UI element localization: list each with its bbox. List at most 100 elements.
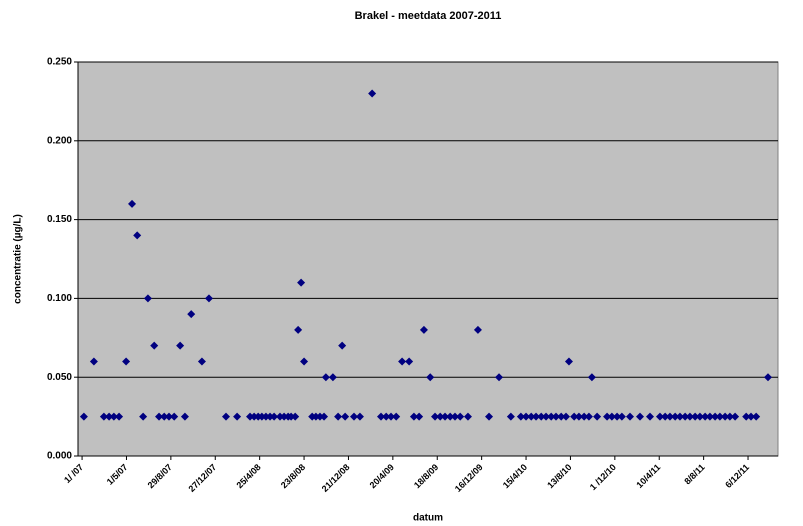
- data-point: [695, 412, 704, 421]
- data-point: [570, 412, 579, 421]
- data-point: [257, 412, 266, 421]
- data-point: [557, 412, 566, 421]
- data-point: [635, 412, 644, 421]
- data-point: [537, 412, 546, 421]
- data-point: [711, 412, 720, 421]
- data-point: [426, 373, 435, 382]
- data-point: [564, 357, 573, 366]
- data-point: [685, 412, 694, 421]
- y-tick-label: 0.050: [47, 372, 72, 383]
- data-point: [731, 412, 740, 421]
- data-point: [626, 412, 635, 421]
- data-point: [409, 412, 418, 421]
- x-tick-label: 15/4/10: [501, 462, 529, 490]
- x-tick-label: 20/4/09: [368, 462, 396, 490]
- data-point: [721, 412, 730, 421]
- y-tick-label: 0.100: [47, 293, 72, 304]
- data-point: [176, 341, 185, 350]
- data-point: [446, 412, 455, 421]
- data-point: [516, 412, 525, 421]
- data-point: [580, 412, 589, 421]
- data-point: [187, 310, 196, 319]
- data-point: [133, 231, 142, 240]
- data-point: [291, 412, 300, 421]
- data-point: [691, 412, 700, 421]
- data-point: [155, 412, 164, 421]
- x-tick-label: 8/8/11: [682, 462, 706, 486]
- data-point: [415, 412, 424, 421]
- data-point: [311, 412, 320, 421]
- data-point: [246, 412, 255, 421]
- data-point: [665, 412, 674, 421]
- data-point: [105, 412, 114, 421]
- data-point: [746, 412, 755, 421]
- x-tick-label: 29/8/07: [146, 462, 174, 490]
- data-point: [368, 89, 377, 98]
- data-point: [451, 412, 460, 421]
- data-point: [382, 412, 391, 421]
- data-point: [355, 412, 364, 421]
- data-point: [377, 412, 386, 421]
- chart-title: Brakel - meetdata 2007-2011: [355, 10, 502, 22]
- y-tick-label: 0.200: [47, 135, 72, 146]
- data-point: [321, 373, 330, 382]
- data-point: [398, 357, 407, 366]
- plot-area: [77, 61, 779, 457]
- data-point: [315, 412, 324, 421]
- data-point: [270, 412, 279, 421]
- data-point: [473, 325, 482, 334]
- data-point: [300, 357, 309, 366]
- data-point: [89, 357, 98, 366]
- data-point: [441, 412, 450, 421]
- data-point: [562, 412, 571, 421]
- data-point: [675, 412, 684, 421]
- data-point: [752, 412, 761, 421]
- data-point: [705, 412, 714, 421]
- y-tick-label: 0.000: [47, 451, 72, 462]
- x-tick-label: 1 /12/10: [588, 462, 618, 492]
- data-point: [197, 357, 206, 366]
- data-point: [128, 199, 137, 208]
- data-point: [587, 373, 596, 382]
- data-point: [341, 412, 350, 421]
- data-point: [485, 412, 494, 421]
- x-tick-label: 18/8/09: [412, 462, 440, 490]
- data-point: [456, 412, 465, 421]
- data-point: [681, 412, 690, 421]
- data-point: [603, 412, 612, 421]
- x-tick-label: 21/12/08: [320, 462, 352, 494]
- x-tick-label: 1/5/07: [105, 462, 130, 487]
- data-point: [338, 341, 347, 350]
- data-point: [320, 412, 329, 421]
- y-axis-title: concentratie (µg/L): [13, 214, 24, 304]
- data-point: [221, 412, 230, 421]
- data-point: [115, 412, 124, 421]
- y-tick-label: 0.250: [47, 57, 72, 68]
- data-point: [280, 412, 289, 421]
- data-point: [742, 412, 751, 421]
- data-point: [392, 412, 401, 421]
- data-point: [725, 412, 734, 421]
- data-point: [645, 412, 654, 421]
- data-point: [701, 412, 710, 421]
- data-point: [671, 412, 680, 421]
- data-point: [715, 412, 724, 421]
- data-point: [607, 412, 616, 421]
- data-point: [150, 341, 159, 350]
- data-point: [436, 412, 445, 421]
- data-point: [294, 325, 303, 334]
- data-point: [109, 412, 118, 421]
- data-point: [266, 412, 275, 421]
- x-tick-label: 16/12/09: [453, 462, 485, 494]
- data-point: [328, 373, 337, 382]
- data-point: [574, 412, 583, 421]
- data-point: [655, 412, 664, 421]
- data-point: [495, 373, 504, 382]
- data-point: [532, 412, 541, 421]
- data-point: [764, 373, 773, 382]
- x-tick-label: 1/ /07: [62, 462, 85, 485]
- data-point: [204, 294, 213, 303]
- data-point: [297, 278, 306, 287]
- data-point: [261, 412, 270, 421]
